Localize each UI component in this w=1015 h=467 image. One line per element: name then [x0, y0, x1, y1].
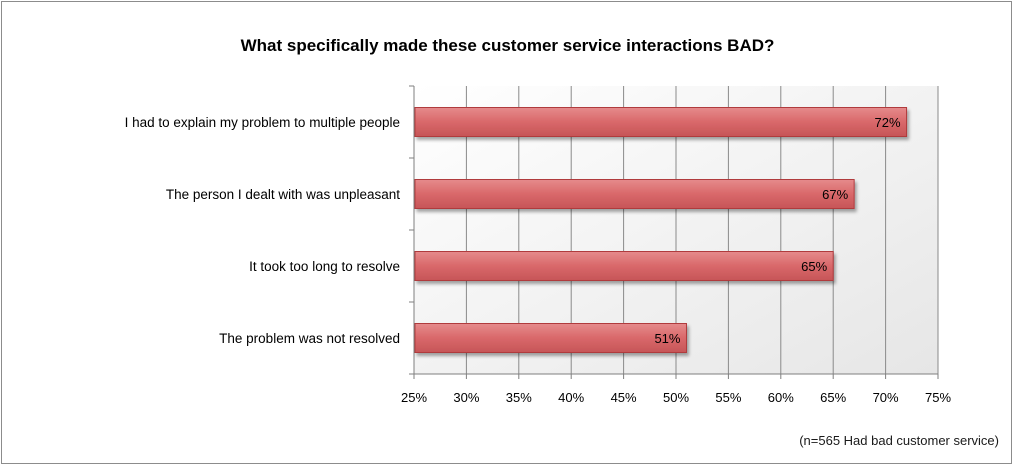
x-tick-label: 40%	[558, 390, 584, 405]
category-labels: I had to explain my problem to multiple …	[125, 115, 401, 346]
bar-value-label: 51%	[654, 331, 680, 346]
bar-value-label: 65%	[801, 259, 827, 274]
bars: 72% 67% 65% 51%	[414, 107, 908, 353]
x-tick-label: 35%	[506, 390, 532, 405]
x-tick-label: 70%	[873, 390, 899, 405]
sample-size-note: (n=565 Had bad customer service)	[799, 433, 999, 448]
bar	[414, 107, 908, 137]
chart-title: What specifically made these customer se…	[240, 36, 775, 55]
x-tick-label: 50%	[663, 390, 689, 405]
x-tick-label: 65%	[820, 390, 846, 405]
y-axis-ticks	[409, 85, 414, 375]
x-tick-label: 75%	[925, 390, 951, 405]
bar	[414, 323, 687, 353]
x-tick-labels: 25% 30% 35% 40% 45% 50% 55% 60% 65% 70% 75%	[401, 390, 951, 405]
bar	[414, 179, 855, 209]
category-label: The person I dealt with was unpleasant	[166, 187, 400, 202]
category-label: It took too long to resolve	[249, 259, 400, 274]
category-label: I had to explain my problem to multiple …	[125, 115, 400, 130]
x-tick-label: 25%	[401, 390, 427, 405]
x-tick-label: 30%	[453, 390, 479, 405]
x-tick-label: 55%	[715, 390, 741, 405]
bar-value-label: 72%	[875, 115, 901, 130]
category-label: The problem was not resolved	[219, 331, 400, 346]
x-tick-label: 45%	[611, 390, 637, 405]
bar	[414, 251, 834, 281]
bar-value-label: 67%	[822, 187, 848, 202]
x-tick-label: 60%	[768, 390, 794, 405]
